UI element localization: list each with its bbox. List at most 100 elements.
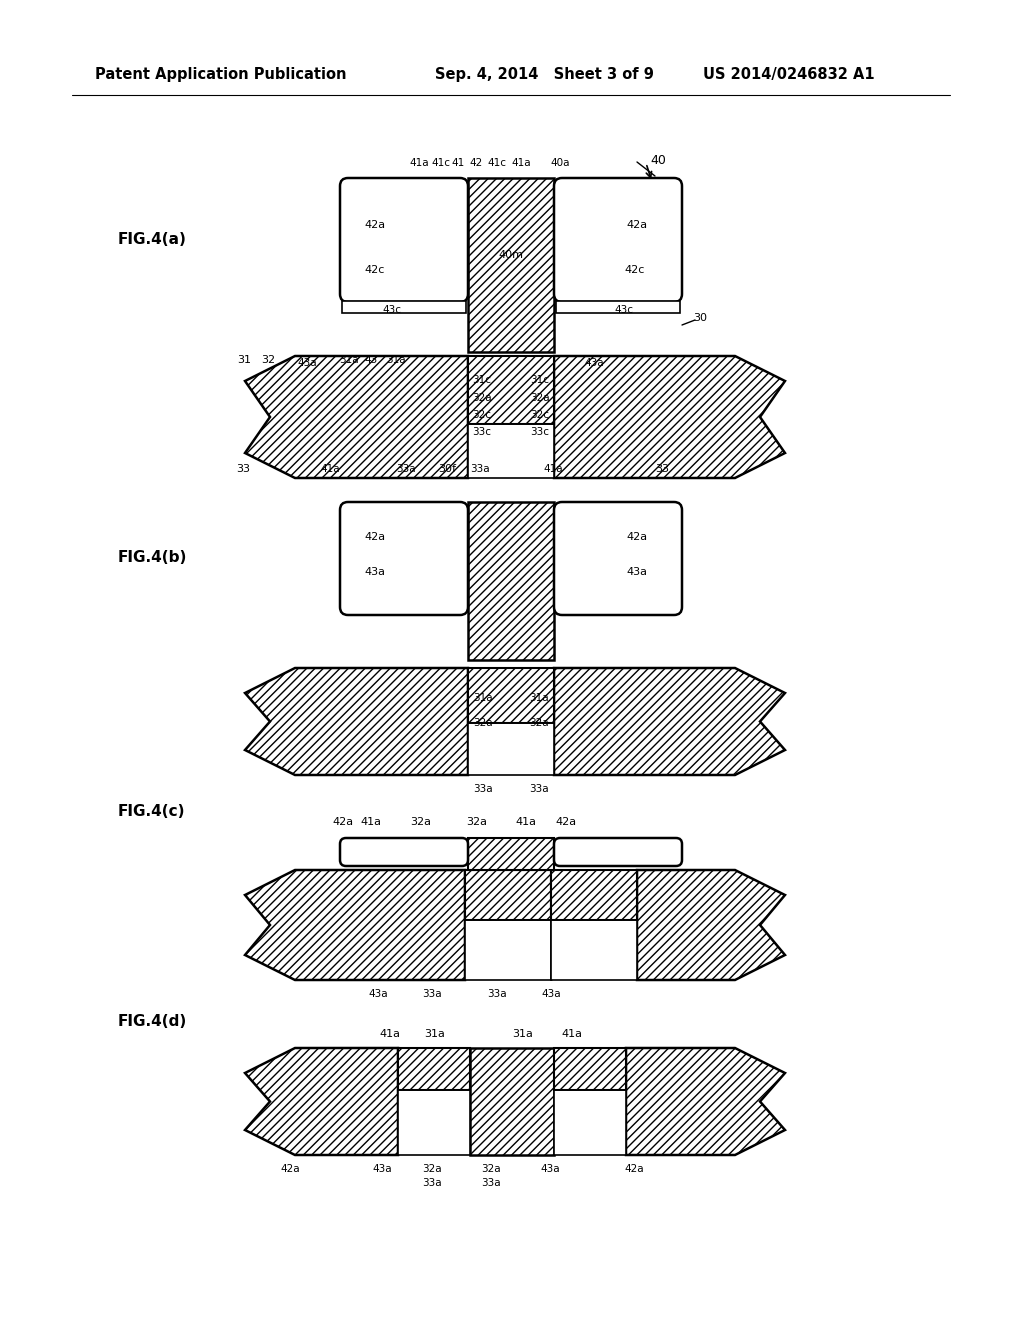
- Polygon shape: [245, 1048, 398, 1155]
- Polygon shape: [470, 1048, 554, 1155]
- Text: 40a: 40a: [550, 158, 569, 168]
- Text: 41a: 41a: [360, 817, 382, 828]
- Text: 30f: 30f: [438, 465, 456, 474]
- Text: 41a: 41a: [511, 158, 530, 168]
- Text: 42c: 42c: [365, 265, 385, 275]
- Bar: [342, 301, 466, 313]
- Text: FIG.4(b): FIG.4(b): [118, 549, 187, 565]
- Text: 43a: 43a: [542, 989, 561, 999]
- Bar: [554, 1090, 626, 1155]
- Text: 41a: 41a: [410, 158, 429, 168]
- Text: 33: 33: [655, 465, 669, 474]
- Polygon shape: [245, 870, 465, 979]
- Text: 33a: 33a: [529, 784, 549, 795]
- Text: 31a: 31a: [339, 355, 358, 366]
- Polygon shape: [468, 502, 554, 660]
- Text: 33c: 33c: [530, 426, 550, 437]
- Text: 32c: 32c: [472, 411, 492, 420]
- Text: 43c: 43c: [614, 305, 634, 315]
- Text: Patent Application Publication: Patent Application Publication: [95, 67, 346, 82]
- Text: 43a: 43a: [369, 989, 388, 999]
- Text: 40m: 40m: [499, 249, 523, 260]
- Polygon shape: [554, 356, 785, 478]
- Bar: [468, 424, 554, 478]
- Bar: [465, 920, 551, 979]
- Text: 41a: 41a: [321, 465, 340, 474]
- Text: 42a: 42a: [555, 817, 577, 828]
- Bar: [398, 1090, 470, 1155]
- Text: 31a: 31a: [386, 355, 406, 366]
- Text: 33a: 33a: [396, 465, 416, 474]
- Text: 32a: 32a: [467, 817, 487, 828]
- FancyBboxPatch shape: [340, 178, 468, 302]
- Text: 43a: 43a: [584, 358, 604, 368]
- Bar: [556, 301, 680, 313]
- Text: 43a: 43a: [297, 358, 316, 368]
- Text: 32c: 32c: [530, 411, 550, 420]
- Text: 42a: 42a: [365, 220, 386, 230]
- FancyBboxPatch shape: [554, 838, 682, 866]
- Polygon shape: [554, 1048, 626, 1090]
- Polygon shape: [554, 668, 785, 775]
- Text: 33a: 33a: [422, 989, 441, 999]
- Text: 32a: 32a: [530, 393, 550, 403]
- Text: 31a: 31a: [425, 1030, 445, 1039]
- Text: 30: 30: [693, 313, 707, 323]
- Text: 32a: 32a: [472, 393, 492, 403]
- Text: 41c: 41c: [487, 158, 507, 168]
- Text: US 2014/0246832 A1: US 2014/0246832 A1: [703, 67, 874, 82]
- Text: 33: 33: [236, 465, 250, 474]
- FancyBboxPatch shape: [340, 838, 468, 866]
- Polygon shape: [468, 356, 554, 424]
- Text: 33a: 33a: [470, 465, 489, 474]
- Bar: [551, 920, 637, 979]
- Text: 31a: 31a: [529, 693, 549, 704]
- Text: FIG.4(c): FIG.4(c): [118, 804, 185, 820]
- Text: FIG.4(a): FIG.4(a): [118, 232, 186, 248]
- Text: 42a: 42a: [625, 1164, 644, 1173]
- Text: 31c: 31c: [530, 375, 550, 385]
- Text: 31a: 31a: [473, 693, 493, 704]
- Polygon shape: [468, 838, 554, 870]
- Polygon shape: [626, 1048, 785, 1155]
- Text: 31c: 31c: [472, 375, 492, 385]
- Text: 41a: 41a: [515, 817, 537, 828]
- Text: 43a: 43a: [372, 1164, 392, 1173]
- Polygon shape: [245, 668, 468, 775]
- Text: 32a: 32a: [473, 718, 493, 729]
- Polygon shape: [398, 1048, 470, 1090]
- Text: Sep. 4, 2014   Sheet 3 of 9: Sep. 4, 2014 Sheet 3 of 9: [435, 67, 654, 82]
- Polygon shape: [245, 356, 468, 478]
- Text: 32a: 32a: [411, 817, 431, 828]
- Text: 33a: 33a: [422, 1177, 441, 1188]
- Text: 32a: 32a: [481, 1164, 501, 1173]
- Text: 41a: 41a: [543, 465, 563, 474]
- Text: 43c: 43c: [383, 305, 401, 315]
- Text: 33a: 33a: [473, 784, 493, 795]
- Text: 41: 41: [452, 158, 465, 168]
- FancyBboxPatch shape: [340, 502, 468, 615]
- Text: 31a: 31a: [513, 1030, 534, 1039]
- Bar: [468, 723, 554, 775]
- Text: 42a: 42a: [333, 817, 353, 828]
- Polygon shape: [468, 668, 554, 723]
- Text: 32a: 32a: [529, 718, 549, 729]
- Text: 31: 31: [237, 355, 251, 366]
- Text: 41a: 41a: [561, 1030, 583, 1039]
- Polygon shape: [551, 870, 637, 920]
- Text: 42a: 42a: [365, 532, 386, 543]
- Text: 33c: 33c: [472, 426, 492, 437]
- Text: 33a: 33a: [481, 1177, 501, 1188]
- Text: FIG.4(d): FIG.4(d): [118, 1015, 187, 1030]
- Text: 41c: 41c: [431, 158, 451, 168]
- Text: 43a: 43a: [365, 568, 385, 577]
- Text: 42a: 42a: [627, 220, 647, 230]
- Polygon shape: [468, 178, 554, 352]
- Text: 41a: 41a: [380, 1030, 400, 1039]
- Text: 32a: 32a: [422, 1164, 441, 1173]
- Text: 42c: 42c: [625, 265, 645, 275]
- Polygon shape: [465, 870, 551, 920]
- Polygon shape: [637, 870, 785, 979]
- FancyBboxPatch shape: [554, 178, 682, 302]
- Text: 42a: 42a: [281, 1164, 300, 1173]
